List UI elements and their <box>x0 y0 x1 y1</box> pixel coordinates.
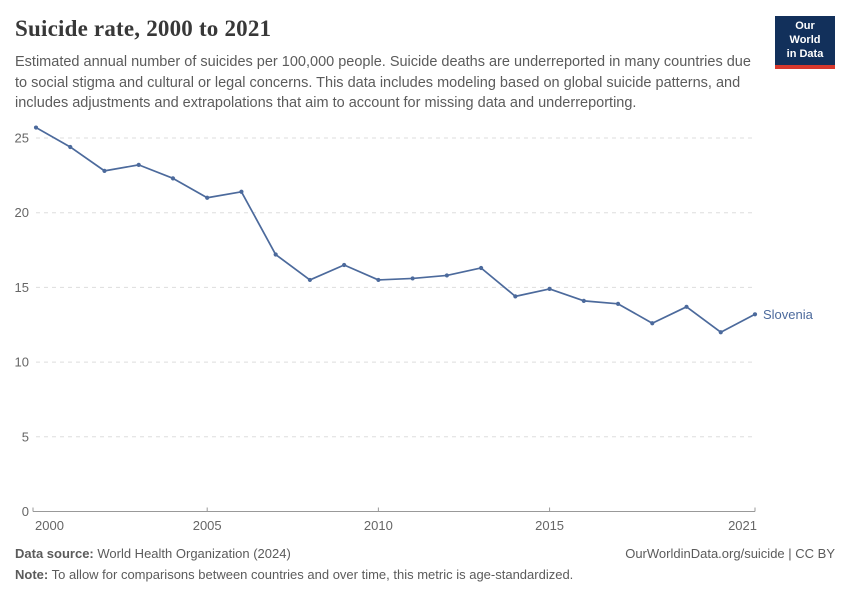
data-point-2021[interactable] <box>752 312 758 317</box>
logo-line-1: Our World <box>789 20 821 46</box>
data-point-2005[interactable] <box>205 195 210 200</box>
data-point-2014[interactable] <box>513 294 518 299</box>
y-tick-label-10: 10 <box>15 355 29 370</box>
x-tick-label-2021: 2021 <box>728 518 757 533</box>
data-point-2001[interactable] <box>68 144 73 150</box>
data-point-2020[interactable] <box>718 330 723 335</box>
y-tick-label-25: 25 <box>15 131 29 146</box>
note-label: Note: <box>15 567 49 582</box>
data-point-2012[interactable] <box>444 273 449 278</box>
y-tick-label-20: 20 <box>15 205 29 220</box>
data-point-2015[interactable] <box>547 286 552 291</box>
x-tick-label-2005: 2005 <box>193 518 222 533</box>
footer-note: Note: To allow for comparisons between c… <box>15 567 573 582</box>
chart-subtitle: Estimated annual number of suicides per … <box>15 54 751 112</box>
data-point-2000[interactable] <box>33 125 39 130</box>
source-label: Data source: <box>15 546 94 561</box>
data-point-2016[interactable] <box>581 298 586 303</box>
y-tick-label-0: 0 <box>22 504 29 519</box>
data-point-2011[interactable] <box>410 276 415 281</box>
data-point-2009[interactable] <box>342 262 347 268</box>
x-tick-label-2000: 2000 <box>35 518 64 533</box>
data-point-2013[interactable] <box>478 265 484 271</box>
logo-line-2: in Data <box>786 47 824 60</box>
page-title: Suicide rate, 2000 to 2021 <box>15 16 272 41</box>
data-point-2004[interactable] <box>170 176 176 181</box>
series-label-slovenia[interactable]: Slovenia <box>763 307 814 322</box>
source-text: World Health Organization (2024) <box>93 546 291 561</box>
y-tick-label-5: 5 <box>22 429 29 444</box>
line-series-slovenia[interactable] <box>35 126 756 334</box>
y-tick-label-15: 15 <box>15 280 29 295</box>
data-point-2007[interactable] <box>273 252 278 257</box>
data-point-2006[interactable] <box>239 189 244 194</box>
data-point-2019[interactable] <box>684 304 689 309</box>
note-text: To allow for comparisons between countri… <box>48 567 574 582</box>
footer-link[interactable]: OurWorldinData.org/suicide | CC BY <box>625 546 835 561</box>
x-tick-label-2010: 2010 <box>364 518 393 533</box>
data-point-2017[interactable] <box>615 301 621 306</box>
x-tick-label-2015: 2015 <box>535 518 564 533</box>
data-point-2003[interactable] <box>136 162 141 167</box>
data-point-2002[interactable] <box>102 168 107 173</box>
data-point-2008[interactable] <box>307 277 313 283</box>
footer-source: Data source: World Health Organization (… <box>15 546 291 561</box>
owid-logo[interactable]: Our World in Data <box>775 16 835 70</box>
data-point-2018[interactable] <box>650 321 655 326</box>
data-point-2010[interactable] <box>376 277 381 283</box>
